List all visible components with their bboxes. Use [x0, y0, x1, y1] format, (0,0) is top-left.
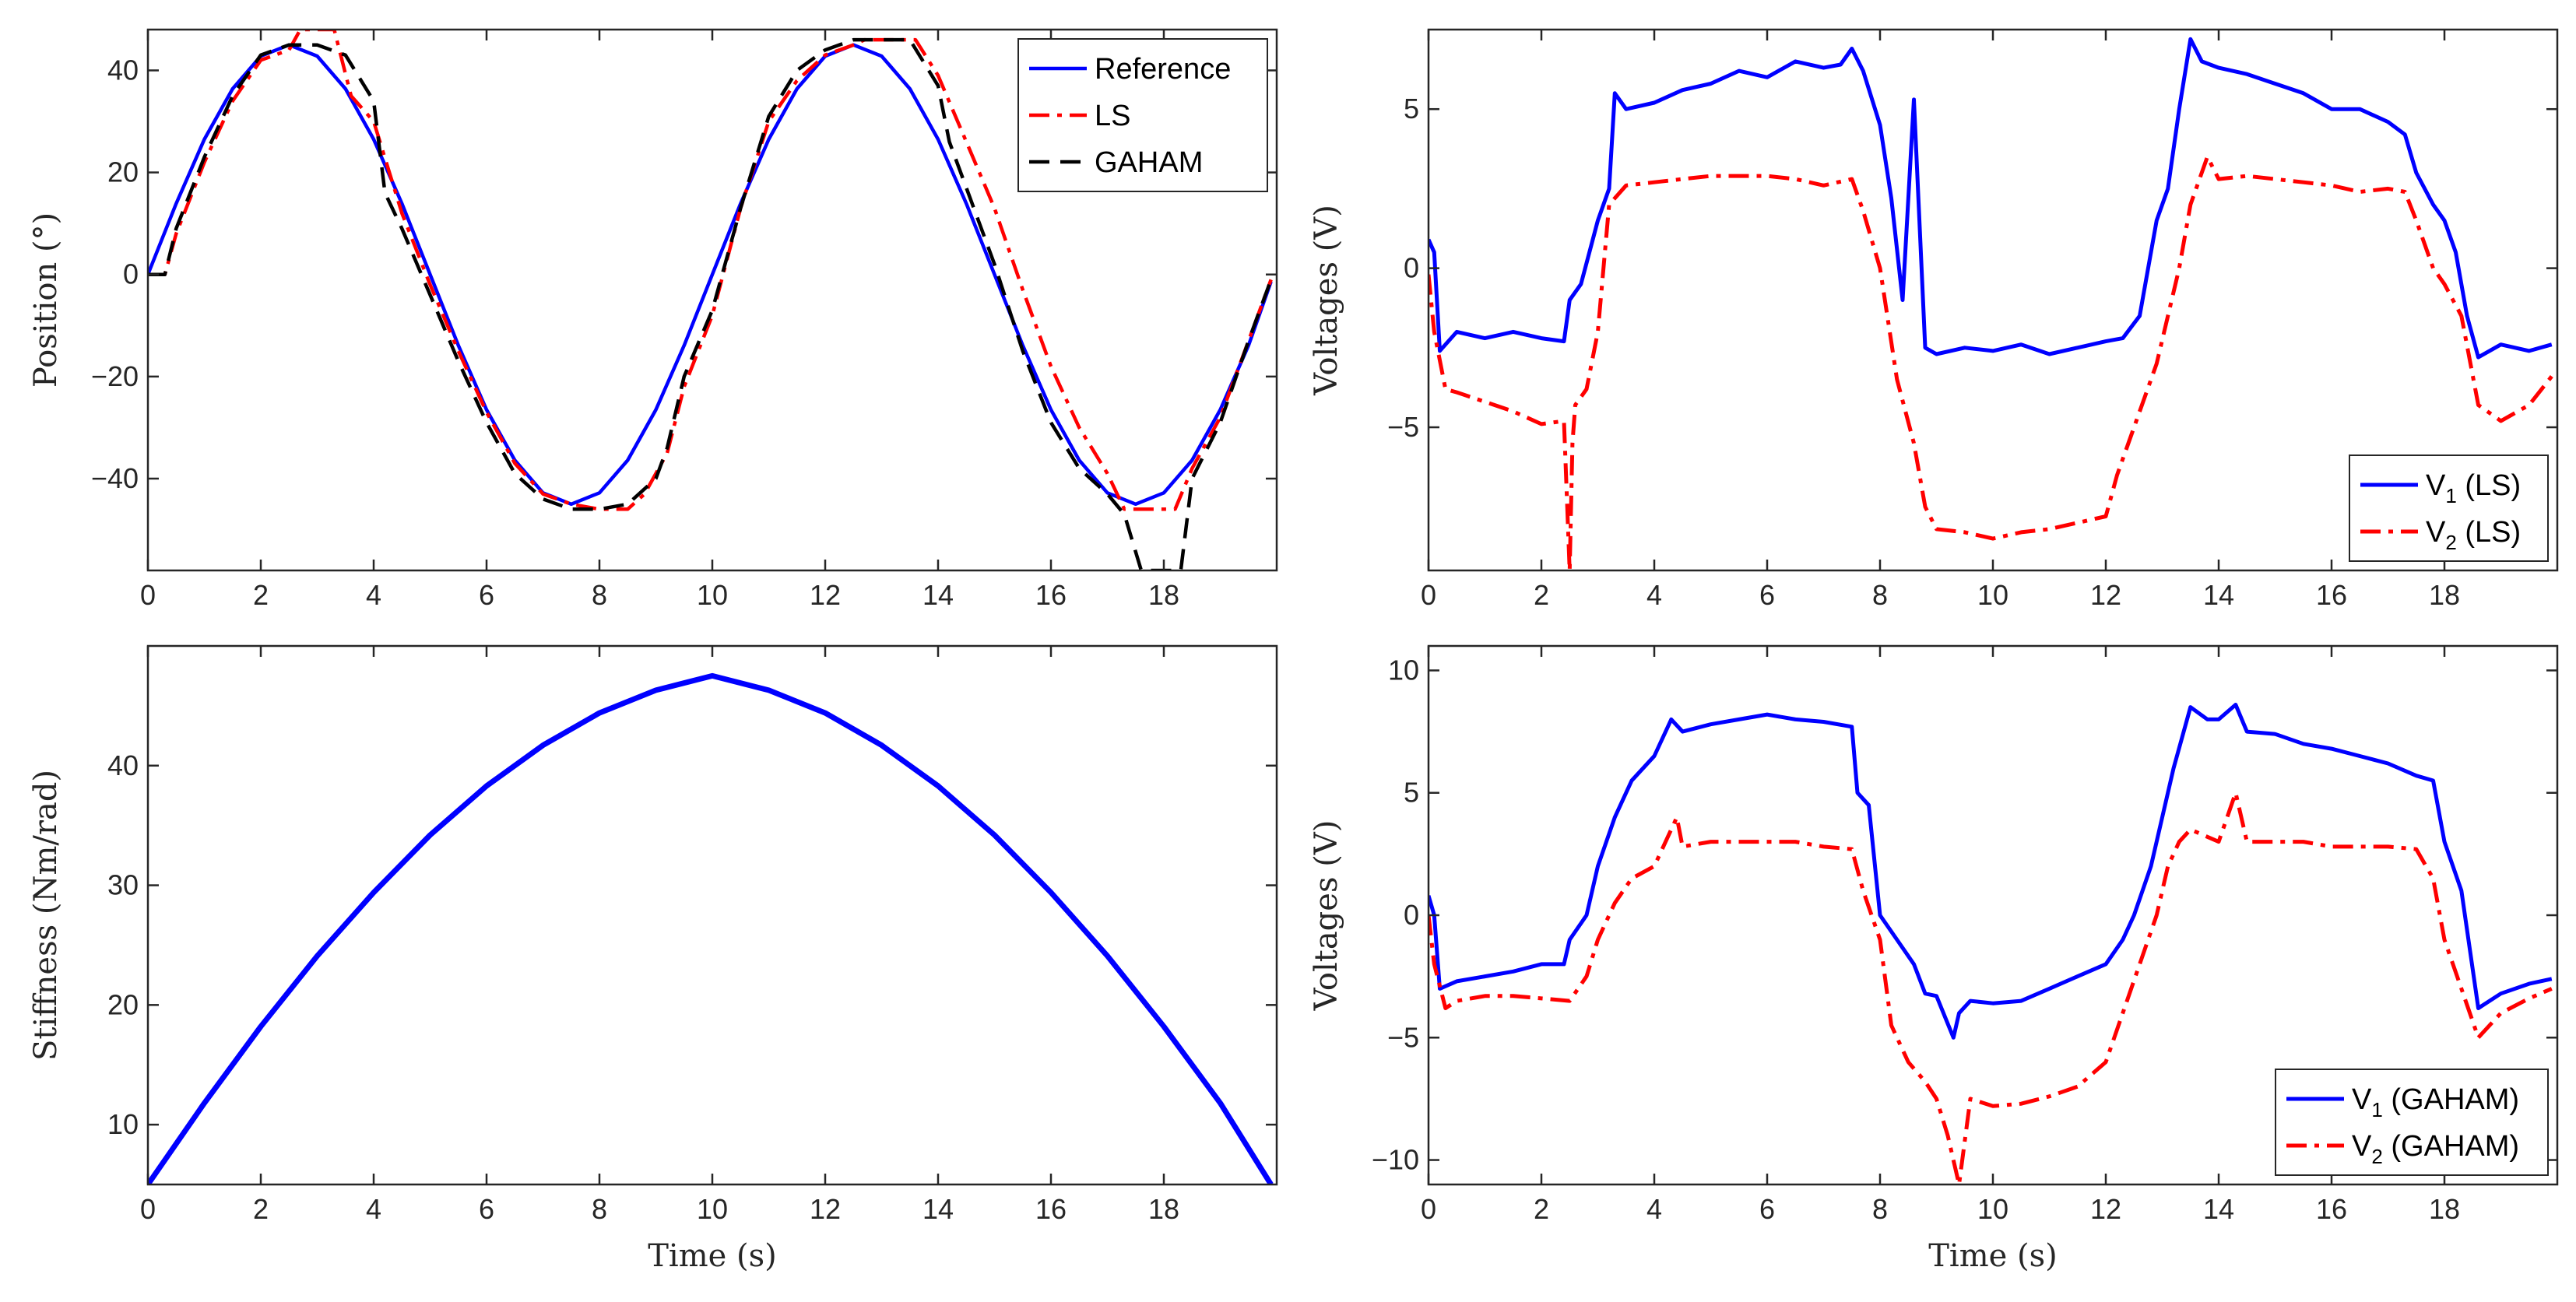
x-tick-label-voltages_ls-5: 10 [1977, 579, 2008, 611]
legend-label-main-voltages_gaham-1: V [2352, 1130, 2372, 1163]
y-axis-label-voltages_gaham: Voltages (V) [1309, 820, 1344, 1012]
legend-label-sub-voltages_ls-1: 2 [2445, 531, 2456, 554]
y-tick-label-voltages_ls-0: −5 [1387, 411, 1419, 443]
x-tick-label-position-0: 0 [140, 579, 156, 611]
x-tick-label-voltages_gaham-6: 12 [2090, 1193, 2121, 1225]
x-tick-label-voltages_ls-7: 14 [2203, 579, 2234, 611]
x-tick-label-voltages_gaham-3: 6 [1759, 1193, 1775, 1225]
legend-label-sub-voltages_ls-0: 1 [2445, 484, 2456, 507]
x-tick-label-stiffness-8: 16 [1035, 1193, 1067, 1225]
legend-label-position-2: GAHAM [1095, 146, 1203, 179]
x-tick-label-position-1: 2 [253, 579, 269, 611]
y-tick-label-voltages_gaham-0: −10 [1372, 1144, 1419, 1176]
series-line-position-1 [148, 30, 1273, 511]
x-tick-label-voltages_ls-1: 2 [1534, 579, 1549, 611]
x-tick-label-voltages_ls-4: 8 [1872, 579, 1888, 611]
x-tick-label-voltages_gaham-9: 18 [2429, 1193, 2460, 1225]
legend-label-suffix-voltages_gaham-0: (GAHAM) [2383, 1083, 2519, 1116]
x-tick-label-voltages_gaham-0: 0 [1421, 1193, 1436, 1225]
x-tick-label-voltages_ls-9: 18 [2429, 579, 2460, 611]
y-tick-label-voltages_gaham-4: 10 [1388, 654, 1419, 686]
x-tick-label-position-5: 10 [697, 579, 728, 611]
legend-label-position-0: Reference [1095, 53, 1231, 86]
legend-label-sub-voltages_gaham-1: 2 [2371, 1145, 2382, 1168]
legend-position [1017, 38, 1268, 192]
legend-label-main-voltages_ls-0: V [2426, 469, 2446, 502]
chart-stiffness: 0 2 4 6 8 10 12 14 16 18 10 20 30 40 Time (s) Stiffness… [28, 644, 1278, 1274]
x-tick-label-position-7: 14 [923, 579, 954, 611]
legend-label-suffix-voltages_ls-1: (LS) [2457, 516, 2521, 549]
legend-label-voltages_gaham-1: V2 (GAHAM) [2352, 1130, 2519, 1168]
x-tick-label-voltages_gaham-5: 10 [1977, 1193, 2008, 1225]
x-tick-label-position-4: 8 [592, 579, 607, 611]
series-line-stiffness-0 [148, 672, 1274, 1184]
y-tick-label-stiffness-0: 10 [107, 1108, 139, 1140]
x-tick-label-voltages_ls-0: 0 [1421, 579, 1436, 611]
y-tick-label-voltages_gaham-1: −5 [1387, 1021, 1419, 1053]
x-tick-label-voltages_gaham-4: 8 [1872, 1193, 1888, 1225]
x-tick-label-stiffness-6: 12 [810, 1193, 841, 1225]
x-axis-label-voltages_gaham: Time (s) [1928, 1238, 2058, 1274]
x-tick-label-position-9: 18 [1148, 579, 1179, 611]
series-line-voltages_gaham-0 [1429, 703, 2553, 1040]
series-line-position-2 [148, 37, 1273, 570]
legend-label-voltages_gaham-0: V1 (GAHAM) [2352, 1083, 2519, 1121]
x-tick-label-stiffness-9: 18 [1148, 1193, 1179, 1225]
legend-label-suffix-voltages_gaham-1: (GAHAM) [2383, 1130, 2519, 1163]
x-tick-label-voltages_ls-8: 16 [2316, 579, 2347, 611]
legend-label-voltages_ls-1: V2 (LS) [2426, 516, 2521, 554]
y-tick-label-stiffness-1: 20 [107, 988, 139, 1020]
x-tick-label-voltages_gaham-1: 2 [1534, 1193, 1549, 1225]
legend-label-sub-voltages_gaham-0: 1 [2371, 1098, 2382, 1121]
legend-voltages_gaham [2275, 1069, 2549, 1176]
legend-voltages_ls [2349, 454, 2549, 562]
y-tick-label-stiffness-3: 40 [107, 749, 139, 781]
y-tick-label-voltages_ls-2: 5 [1404, 93, 1419, 125]
series-line-position-0 [148, 43, 1273, 507]
x-tick-label-stiffness-7: 14 [923, 1193, 954, 1225]
y-tick-label-position-4: 40 [107, 54, 139, 86]
y-axis-label-stiffness: Stiffness (Nm/rad) [28, 770, 64, 1061]
x-tick-label-position-6: 12 [810, 579, 841, 611]
x-tick-label-stiffness-5: 10 [697, 1193, 728, 1225]
series-line-voltages_ls-1 [1429, 155, 2553, 570]
y-tick-label-voltages_gaham-3: 5 [1404, 777, 1419, 809]
x-tick-label-stiffness-3: 6 [479, 1193, 494, 1225]
x-tick-label-stiffness-1: 2 [253, 1193, 269, 1225]
x-tick-label-voltages_ls-3: 6 [1759, 579, 1775, 611]
x-tick-label-stiffness-2: 4 [366, 1193, 381, 1225]
series-line-voltages_gaham-1 [1429, 791, 2553, 1184]
y-tick-label-voltages_ls-1: 0 [1404, 252, 1419, 284]
legend-label-main-voltages_ls-1: V [2426, 516, 2446, 549]
x-tick-label-voltages_ls-2: 4 [1646, 579, 1662, 611]
y-tick-label-voltages_gaham-2: 0 [1404, 899, 1419, 931]
x-tick-label-stiffness-0: 0 [140, 1193, 156, 1225]
chart-position: 0 2 4 6 8 10 12 14 16 18 −40 −20 0 20 40 Position (°) Re… [28, 28, 1278, 611]
x-tick-label-voltages_gaham-7: 14 [2203, 1193, 2234, 1225]
axes-frame-stiffness [146, 644, 1278, 1186]
legend-label-suffix-voltages_ls-0: (LS) [2457, 469, 2521, 502]
x-axis-label-stiffness: Time (s) [648, 1238, 777, 1274]
x-tick-label-voltages_ls-6: 12 [2090, 579, 2121, 611]
x-tick-label-position-3: 6 [479, 579, 494, 611]
legend-label-voltages_ls-0: V1 (LS) [2426, 469, 2521, 507]
legend-label-main-voltages_gaham-0: V [2352, 1083, 2372, 1116]
legend-label-position-1: LS [1095, 100, 1130, 132]
x-tick-label-voltages_gaham-2: 4 [1646, 1193, 1662, 1225]
y-tick-label-stiffness-2: 30 [107, 869, 139, 901]
y-axis-label-voltages_ls: Voltages (V) [1309, 205, 1344, 396]
x-tick-label-stiffness-4: 8 [592, 1193, 607, 1225]
y-tick-label-position-0: −40 [91, 462, 139, 494]
y-tick-label-position-2: 0 [123, 258, 139, 290]
x-tick-label-position-2: 4 [366, 579, 381, 611]
x-tick-label-voltages_gaham-8: 16 [2316, 1193, 2347, 1225]
y-tick-label-position-3: 20 [107, 156, 139, 188]
y-axis-label-position: Position (°) [28, 212, 64, 388]
y-tick-label-position-1: −20 [91, 360, 139, 392]
series-line-voltages_ls-0 [1429, 37, 2553, 360]
x-tick-label-position-8: 16 [1035, 579, 1067, 611]
